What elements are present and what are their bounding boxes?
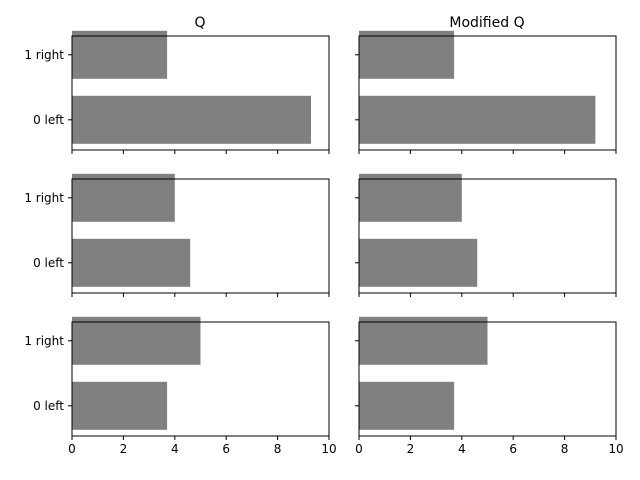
subplot-r0-c0: 0 left 1 right [24,30,330,154]
axes-frame [71,321,330,437]
bar-0-left [72,381,168,430]
x-tick-label: 4 [171,442,179,456]
bar-0-left [359,381,455,430]
x-tick-label: 0 [68,442,76,456]
x-tick-label: 10 [608,442,623,456]
y-tick-label: 1 right [24,191,64,205]
subplot-r1-c1 [355,173,617,297]
axes-frame [71,178,330,294]
column-title-q: Q [194,15,205,31]
x-tick-label: 6 [509,442,517,456]
x-tick-label: 10 [321,442,336,456]
column-title-modified-q: Modified Q [449,15,524,31]
axes-frame [358,321,617,437]
axes-frame [71,35,330,151]
bar-1-right [72,30,168,79]
bar-0-left [359,95,596,144]
y-tick-label: 1 right [24,48,64,62]
x-tick-label: 2 [120,442,128,456]
bar-1-right [359,173,462,222]
x-tick-label: 8 [274,442,282,456]
x-tick-label: 0 [355,442,363,456]
x-tick-label: 2 [407,442,415,456]
bar-0-left [72,238,191,287]
subplot-r2-c1: 0 2 4 6 8 10 [355,316,624,456]
bar-0-left [72,95,311,144]
x-tick-label: 4 [458,442,466,456]
axes-frame [358,178,617,294]
bar-1-right [72,173,175,222]
y-tick-label: 0 left [33,113,64,127]
bar-1-right [72,316,201,365]
y-tick-label: 1 right [24,334,64,348]
axes-frame [358,35,617,151]
bar-0-left [359,238,478,287]
y-tick-label: 0 left [33,399,64,413]
bar-1-right [359,30,455,79]
subplot-r0-c1 [355,30,617,154]
y-tick-label: 0 left [33,256,64,270]
x-tick-label: 8 [561,442,569,456]
x-tick-label: 6 [222,442,230,456]
bar-1-right [359,316,488,365]
subplot-r2-c0: 0 left 1 right 0 2 4 6 8 10 [24,316,337,456]
subplot-r1-c0: 0 left 1 right [24,173,330,297]
